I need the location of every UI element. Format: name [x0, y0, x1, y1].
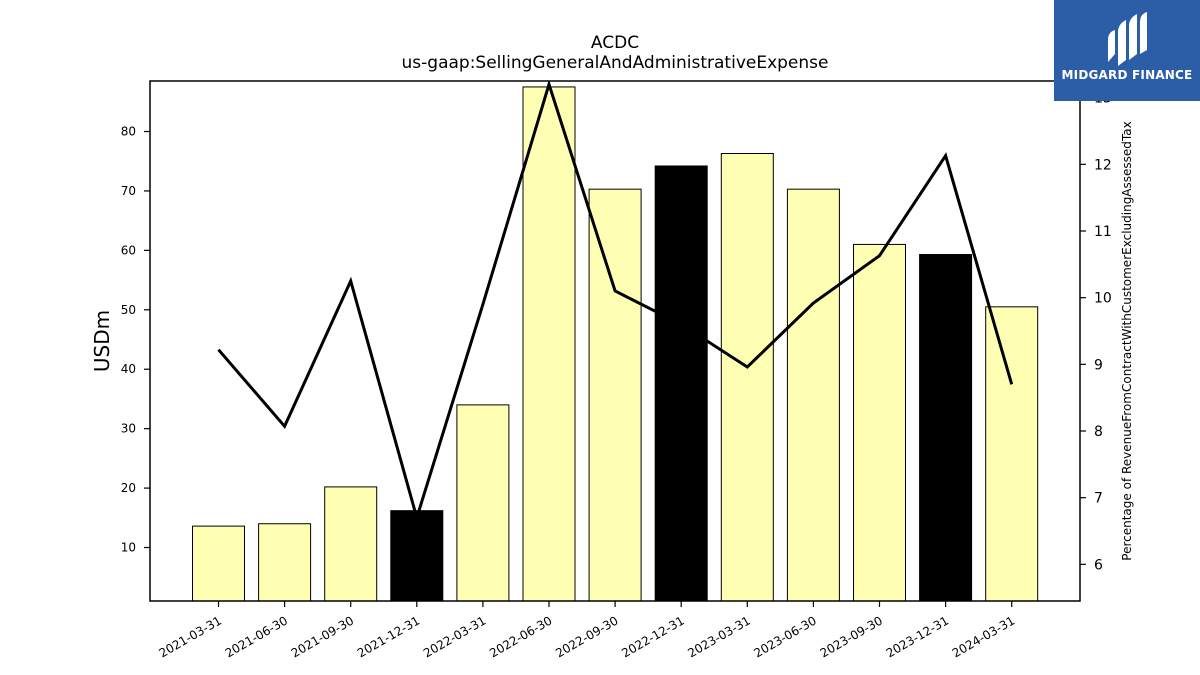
x-tick-label: 2023-06-30: [751, 613, 818, 660]
y2-axis-label: Percentage of RevenueFromContractWithCus…: [1120, 121, 1134, 560]
bar-2022-09-30: [588, 188, 642, 601]
y-tick-label: 10: [121, 541, 136, 555]
bar-2023-12-31: [919, 254, 973, 601]
bar-2024-03-31: [985, 306, 1039, 601]
x-tick-label: 2021-12-31: [355, 613, 422, 660]
y2-tick-label: 7: [1094, 491, 1103, 507]
y-axis-right: 678910111213: [1080, 91, 1112, 573]
y-tick-label: 60: [121, 243, 136, 257]
bar-2021-09-30: [324, 486, 378, 601]
logo-text: MIDGARD FINANCE: [1061, 68, 1193, 82]
y-axis-label: USDm: [90, 310, 114, 372]
bar-2022-06-30: [522, 86, 576, 601]
bar-2021-03-31: [192, 525, 245, 601]
bar-2022-12-31: [654, 165, 708, 601]
y-tick-label: 30: [121, 422, 136, 436]
x-tick-label: 2022-03-31: [421, 613, 488, 660]
percentage-line: [217, 81, 1014, 524]
y2-tick-label: 9: [1094, 357, 1103, 373]
y2-tick-label: 6: [1094, 557, 1103, 573]
x-tick-label: 2023-12-31: [884, 613, 951, 660]
x-tick-label: 2022-12-31: [619, 613, 686, 660]
y-tick-label: 70: [121, 184, 136, 198]
y2-tick-label: 10: [1094, 291, 1112, 307]
y-tick-label: 50: [121, 303, 136, 317]
bar-2023-06-30: [786, 188, 840, 601]
x-tick-label: 2021-06-30: [223, 613, 290, 660]
x-tick-label: 2022-06-30: [487, 613, 554, 660]
bars-layer: [192, 86, 1039, 601]
y-tick-label: 80: [121, 125, 136, 139]
midgard-finance-logo: MIDGARD FINANCE: [1054, 0, 1200, 101]
x-tick-label: 2021-03-31: [157, 613, 224, 660]
x-axis: 2021-03-312021-06-302021-09-302021-12-31…: [157, 601, 1017, 660]
bar-2021-12-31: [390, 510, 444, 601]
x-tick-label: 2023-09-30: [818, 613, 885, 660]
bar-2021-06-30: [258, 523, 312, 601]
chart-subtitle: us-gaap:SellingGeneralAndAdministrativeE…: [402, 53, 829, 73]
bar-2023-09-30: [853, 243, 906, 601]
y2-tick-label: 12: [1094, 157, 1112, 173]
line-layer: [217, 81, 1014, 524]
bar-2023-03-31: [720, 153, 774, 601]
bar-2022-03-31: [456, 404, 510, 601]
y2-tick-label: 8: [1094, 424, 1103, 440]
x-tick-label: 2023-03-31: [685, 613, 752, 660]
x-tick-label: 2022-09-30: [553, 613, 620, 660]
x-tick-label: 2024-03-31: [950, 613, 1017, 660]
y-axis-left: 10 20 30 40 50 60 70 80: [121, 125, 150, 555]
y-tick-label: 40: [121, 362, 136, 376]
midgard-logo-icon: [1108, 12, 1147, 66]
x-tick-label: 2021-09-30: [289, 613, 356, 660]
y-tick-label: 20: [121, 481, 136, 495]
chart-title: ACDC: [591, 33, 639, 53]
y2-tick-label: 11: [1094, 224, 1112, 240]
